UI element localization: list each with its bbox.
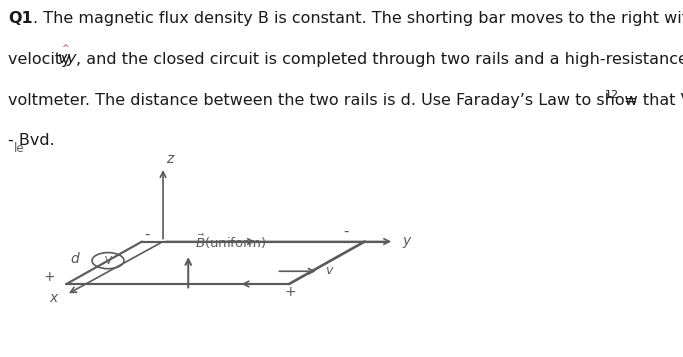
Text: , and the closed circuit is completed through two rails and a high-resistance: , and the closed circuit is completed th… — [76, 52, 683, 67]
Text: le: le — [14, 142, 25, 155]
Text: $vy$: $vy$ — [57, 52, 78, 68]
Text: -: - — [144, 226, 150, 241]
Text: =: = — [623, 93, 637, 108]
Text: ^: ^ — [61, 44, 68, 53]
Text: +: + — [285, 285, 296, 299]
Text: voltmeter. The distance between the two rails is d. Use Faraday’s Law to show th: voltmeter. The distance between the two … — [8, 93, 683, 108]
Text: Q1: Q1 — [8, 11, 33, 26]
Text: $\vec{B}$(uniform): $\vec{B}$(uniform) — [195, 233, 266, 251]
Text: y: y — [402, 234, 410, 248]
Text: z: z — [167, 152, 173, 166]
Text: 12: 12 — [604, 90, 619, 100]
Text: v: v — [324, 265, 332, 277]
Text: - Bvd.: - Bvd. — [8, 133, 55, 148]
Text: . The magnetic flux density B is constant. The shorting bar moves to the right w: . The magnetic flux density B is constan… — [33, 11, 683, 26]
Text: velocity: velocity — [8, 52, 76, 67]
Text: x: x — [50, 291, 58, 305]
Text: -: - — [344, 224, 349, 239]
Text: +: + — [43, 270, 55, 284]
Text: V: V — [104, 256, 111, 266]
Text: d: d — [70, 252, 79, 266]
